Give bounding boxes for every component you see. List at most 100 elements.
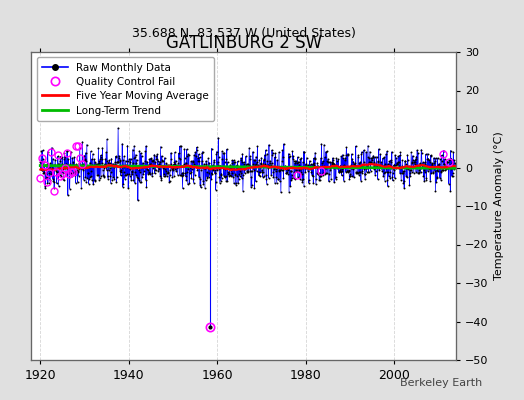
Point [42, 161, 51, 167]
Point [163, 172, 171, 179]
Point [215, 180, 224, 186]
Point [152, 153, 160, 160]
Point [347, 162, 355, 169]
Point [77, 184, 85, 191]
Point [95, 177, 103, 183]
Point [378, 168, 386, 174]
Point [75, 144, 84, 151]
Point [105, 157, 113, 163]
Point [334, 156, 342, 162]
Point [307, 164, 315, 170]
Point [74, 168, 82, 174]
Point [177, 172, 185, 179]
Point [232, 164, 241, 170]
Point [80, 152, 89, 159]
Point [208, 164, 216, 170]
Point [97, 160, 106, 166]
Point [365, 155, 373, 162]
Point [221, 159, 229, 166]
Point [390, 166, 398, 173]
Point [53, 153, 62, 160]
Point [270, 164, 278, 170]
Point [81, 156, 89, 162]
Point [434, 162, 443, 168]
Point [39, 169, 48, 176]
Point [237, 175, 246, 182]
Point [162, 170, 171, 176]
Point [82, 179, 90, 185]
Point [53, 169, 62, 176]
Point [243, 169, 252, 175]
Point [43, 174, 51, 180]
Point [111, 153, 119, 160]
Point [342, 169, 350, 175]
Point [244, 168, 252, 175]
Point [202, 158, 210, 164]
Point [154, 158, 162, 164]
Point [192, 144, 201, 150]
Point [56, 153, 64, 160]
Point [65, 163, 73, 170]
Point [341, 155, 350, 161]
Point [134, 167, 143, 173]
Point [447, 173, 456, 179]
Point [308, 162, 316, 169]
Point [158, 153, 166, 159]
Point [255, 172, 263, 179]
Point [155, 163, 163, 170]
Point [392, 161, 400, 168]
Point [117, 167, 125, 173]
Point [280, 141, 288, 147]
Point [88, 177, 96, 184]
Point [296, 176, 304, 182]
Point [130, 154, 139, 160]
Point [178, 185, 187, 192]
Point [441, 162, 449, 169]
Point [280, 164, 289, 170]
Point [320, 142, 328, 148]
Point [157, 174, 165, 181]
Point [179, 163, 188, 169]
Point [118, 140, 126, 147]
Point [59, 166, 67, 173]
Point [179, 172, 188, 178]
Point [214, 161, 222, 168]
Point [77, 162, 85, 168]
Point [201, 184, 209, 191]
Point [406, 173, 414, 179]
Point [355, 169, 363, 176]
Point [171, 160, 180, 167]
Point [184, 166, 193, 172]
Point [412, 153, 421, 160]
Point [443, 164, 452, 170]
Point [39, 158, 48, 165]
Point [233, 162, 241, 168]
Point [389, 162, 398, 169]
Point [226, 172, 234, 179]
Point [57, 154, 65, 161]
Point [213, 148, 221, 155]
Point [343, 152, 352, 158]
Point [334, 169, 343, 175]
Point [103, 158, 112, 164]
Point [357, 149, 366, 155]
Point [450, 166, 458, 172]
Point [312, 170, 321, 176]
Point [179, 170, 187, 176]
Point [435, 164, 444, 170]
Point [291, 176, 299, 182]
Point [344, 150, 352, 157]
Point [276, 166, 285, 173]
Point [303, 163, 311, 169]
Point [344, 168, 353, 174]
Point [442, 165, 451, 171]
Point [428, 162, 436, 168]
Point [92, 162, 100, 168]
Point [149, 164, 158, 171]
Point [60, 150, 69, 156]
Point [133, 156, 141, 163]
Point [270, 154, 279, 160]
Point [418, 150, 426, 156]
Point [223, 159, 232, 165]
Point [56, 158, 64, 164]
